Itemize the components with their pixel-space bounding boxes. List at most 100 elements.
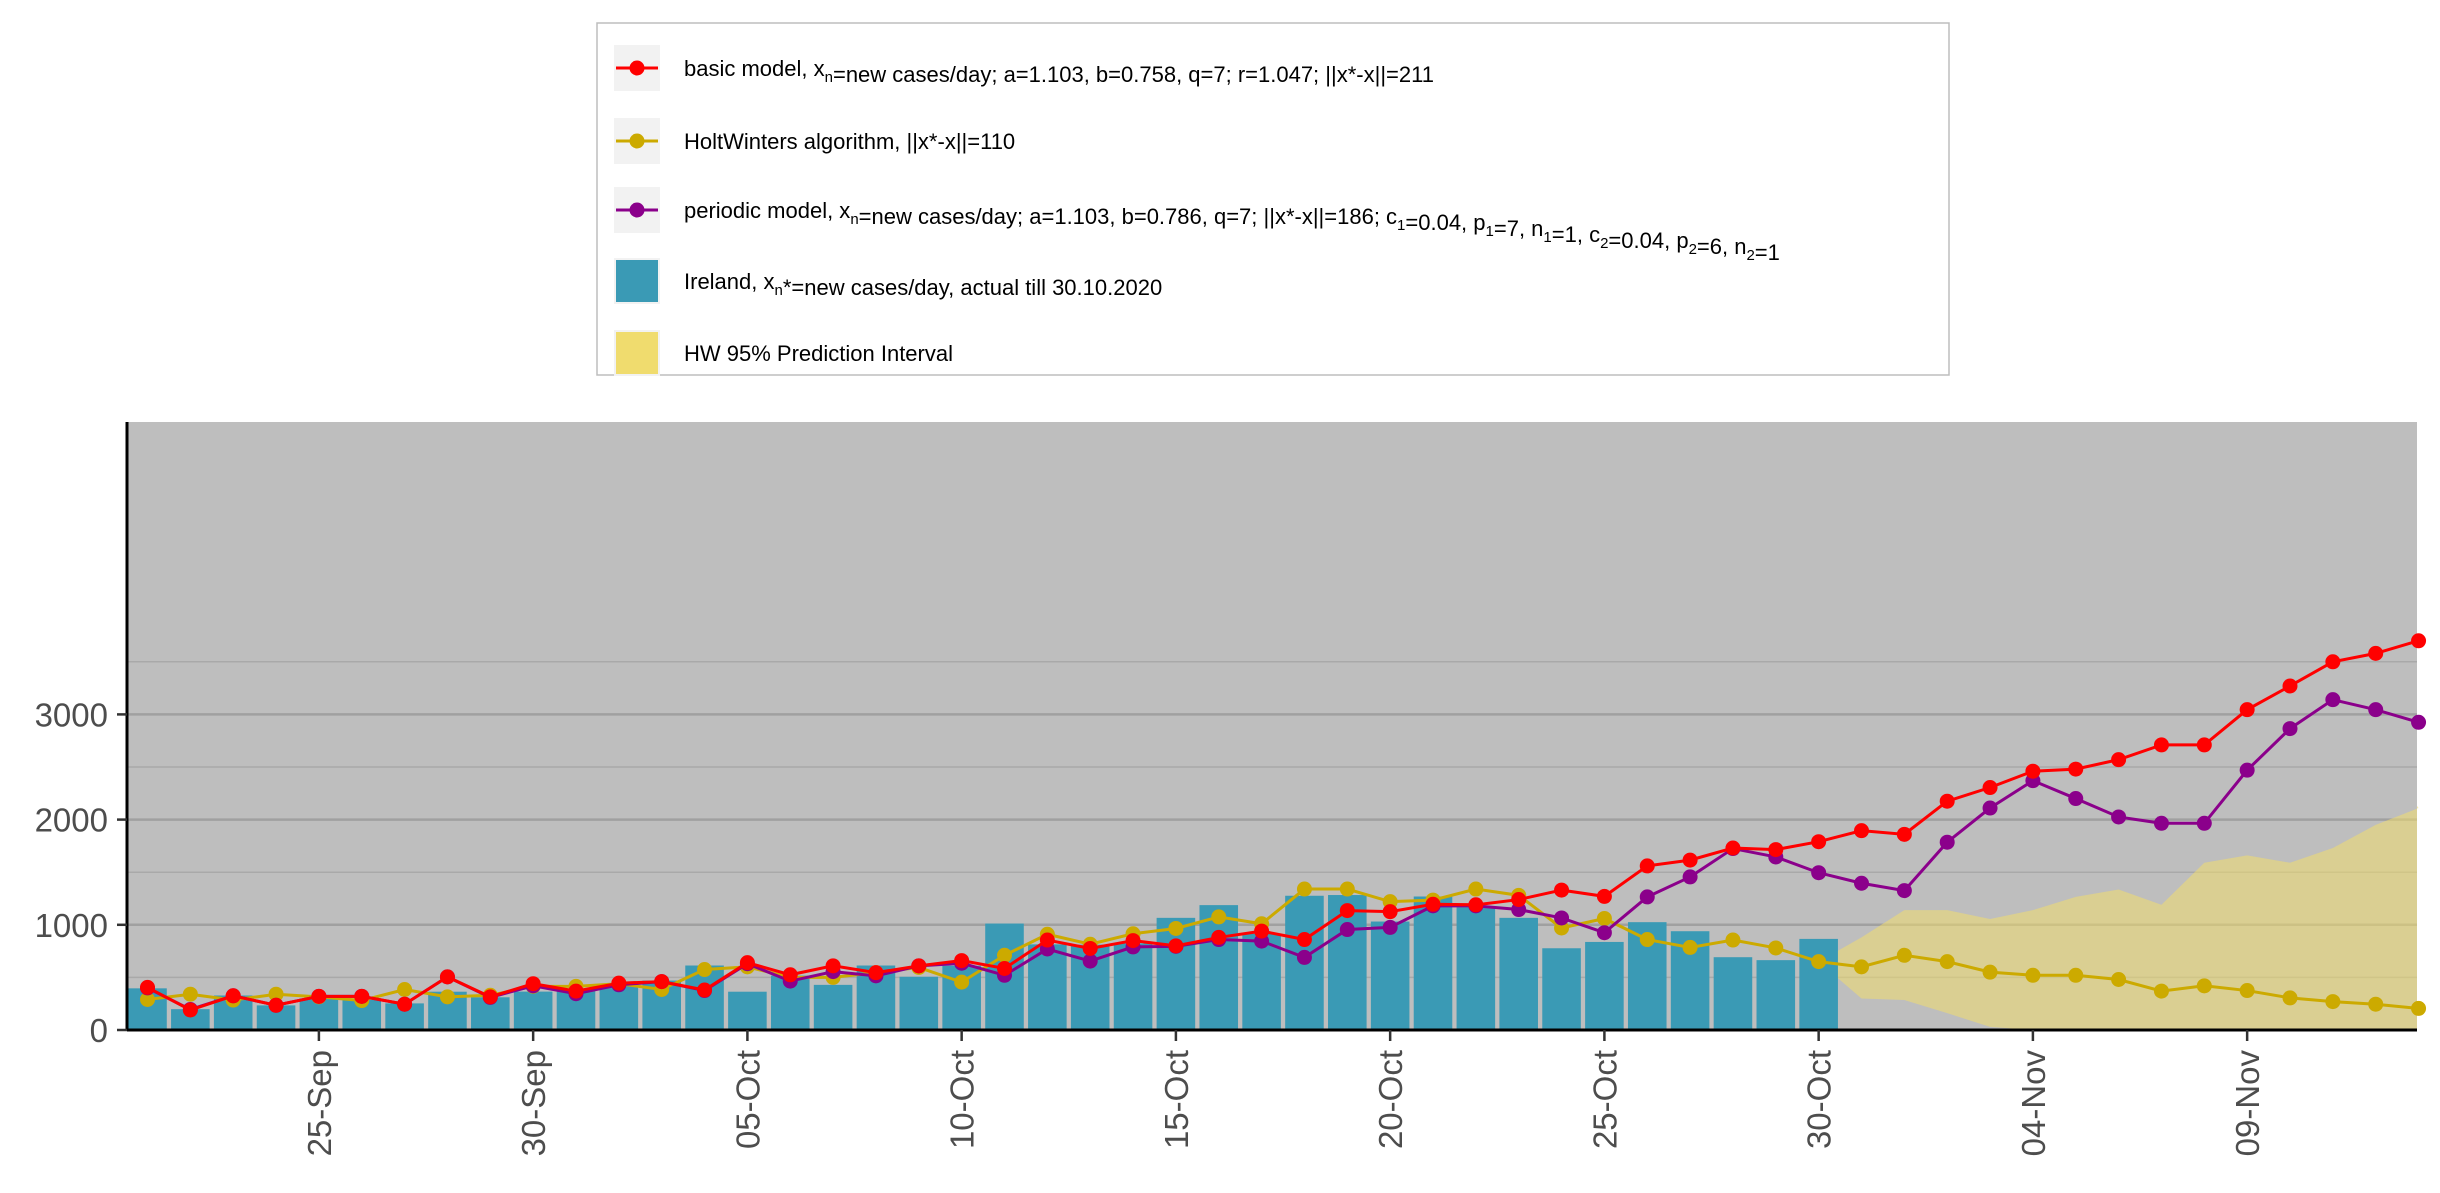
bar (1542, 948, 1581, 1030)
bar (1199, 905, 1239, 1030)
bar (813, 984, 853, 1030)
data-point (1082, 940, 1098, 956)
line-series (140, 633, 2427, 1018)
data-point (1254, 923, 1270, 939)
data-point (1425, 896, 1441, 912)
y-tick-label: 3000 (35, 696, 108, 733)
data-point (1768, 842, 1784, 858)
data-point (1896, 947, 1912, 963)
data-point (1811, 834, 1827, 850)
legend-key-bar (616, 260, 658, 302)
data-point (825, 958, 841, 974)
data-point (397, 981, 413, 997)
data-point (439, 989, 455, 1005)
data-point (1854, 875, 1869, 891)
data-point (1939, 834, 1955, 850)
bar (1456, 907, 1496, 1030)
data-point (2068, 967, 2084, 983)
data-point (2239, 762, 2255, 778)
data-point (2025, 763, 2041, 779)
bar (1585, 941, 1624, 1030)
legend-label: HW 95% Prediction Interval (684, 341, 953, 366)
data-point (1339, 922, 1355, 938)
data-point (654, 974, 670, 990)
data-point (1125, 933, 1141, 949)
legend-key-point (629, 60, 645, 76)
data-point (2196, 815, 2212, 831)
data-point (1854, 823, 1869, 839)
bar (1713, 957, 1753, 1030)
x-tick-label: 04-Nov (2015, 1050, 2052, 1157)
x-tick-label: 30-Sep (515, 1050, 552, 1156)
data-point (1168, 938, 1184, 954)
data-point (140, 991, 155, 1007)
data-point (397, 996, 413, 1012)
data-point (1854, 959, 1869, 975)
data-point (2282, 721, 2298, 737)
data-point (1382, 919, 1398, 935)
data-point (2282, 990, 2298, 1006)
data-point (739, 955, 755, 971)
y-axis-ticks: 0 1000 2000 3000 (35, 696, 127, 1049)
series-basic-model (140, 633, 2427, 1018)
legend-item: Ireland, xn*=new cases/day, actual till … (614, 258, 1162, 304)
legend-item: HW 95% Prediction Interval (614, 330, 953, 376)
data-point (1468, 881, 1484, 897)
data-point (1682, 852, 1698, 868)
data-point (2196, 978, 2212, 994)
x-tick-label: 25-Oct (1586, 1050, 1623, 1149)
data-point (868, 965, 884, 981)
bar (1370, 921, 1410, 1030)
bar (1756, 960, 1796, 1030)
data-point (140, 979, 155, 995)
data-point (1982, 964, 1998, 980)
data-point (525, 976, 541, 992)
data-point (1725, 932, 1741, 948)
data-point (2111, 752, 2127, 768)
data-point (311, 988, 327, 1004)
legend-box (596, 22, 1950, 376)
data-point (1339, 881, 1355, 897)
data-point (1554, 882, 1570, 898)
data-point (2368, 996, 2384, 1012)
bar (1413, 896, 1453, 1030)
data-point (2411, 633, 2427, 649)
data-point (2153, 815, 2169, 831)
data-point (2111, 972, 2127, 988)
data-point (1596, 910, 1612, 926)
data-point (1639, 858, 1655, 874)
data-point (1811, 865, 1827, 881)
data-point (2325, 654, 2341, 670)
data-point (2411, 714, 2427, 730)
data-point (182, 986, 198, 1002)
data-point (1768, 940, 1784, 956)
legend-key-point (629, 202, 645, 218)
data-point (268, 997, 284, 1013)
data-point (1211, 909, 1227, 925)
data-point (1511, 892, 1527, 908)
data-point (1468, 897, 1484, 913)
x-tick-label: 05-Oct (729, 1050, 766, 1149)
data-point (1296, 932, 1312, 948)
x-tick-label: 25-Sep (301, 1050, 338, 1156)
data-point (482, 989, 498, 1005)
data-point (1296, 949, 1312, 965)
legend-item: HoltWinters algorithm, ||x*-x||=110 (614, 118, 1015, 164)
x-tick-label: 20-Oct (1372, 1050, 1409, 1149)
data-point (568, 983, 584, 999)
legend-label: HoltWinters algorithm, ||x*-x||=110 (684, 129, 1015, 154)
data-point (1639, 889, 1655, 905)
data-point (1082, 953, 1098, 969)
data-point (1596, 925, 1612, 941)
data-point (354, 988, 370, 1004)
y-tick-label: 0 (90, 1012, 108, 1049)
data-point (1596, 888, 1612, 904)
data-point (1939, 954, 1955, 970)
data-point (1811, 954, 1827, 970)
data-point (954, 953, 970, 969)
data-point (1339, 903, 1355, 919)
data-point (1982, 780, 1998, 796)
x-tick-label: 30-Oct (1801, 1050, 1838, 1149)
legend-item: basic model, xn=new cases/day; a=1.103, … (614, 45, 1434, 91)
data-point (439, 969, 455, 985)
